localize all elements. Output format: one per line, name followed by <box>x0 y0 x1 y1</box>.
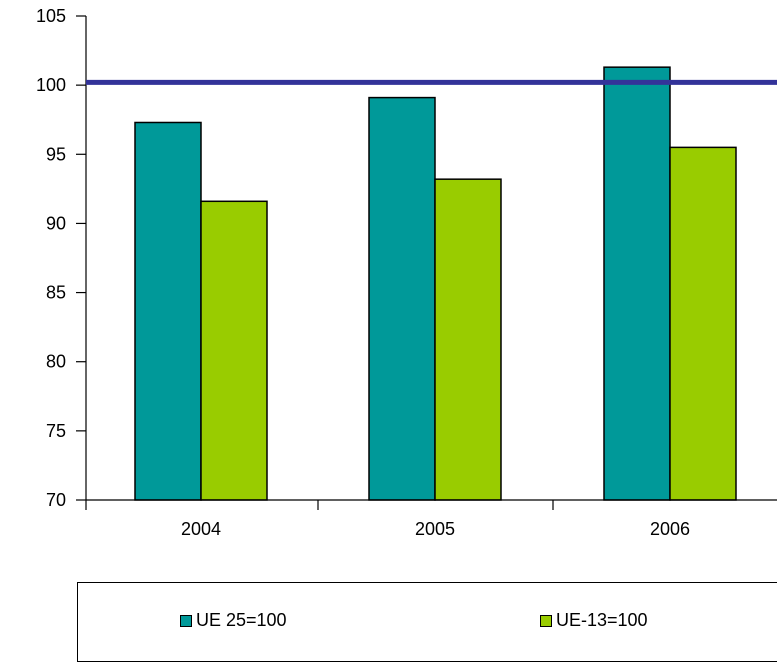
bar-2004-series-1 <box>134 121 202 501</box>
y-tick-label-90: 90 <box>46 213 66 233</box>
y-tick-label-75: 75 <box>46 421 66 441</box>
legend-swatch-ue13 <box>540 614 552 627</box>
legend-label-ue13: UE-13=100 <box>556 610 648 630</box>
bar-2005-series-2 <box>434 178 502 501</box>
bar-2004-series-2 <box>200 200 268 501</box>
bar-2006-series-1 <box>603 66 671 501</box>
x-tick-label-2006: 2006 <box>650 519 690 539</box>
x-tick-label-2004: 2004 <box>181 519 221 539</box>
y-tick-label-85: 85 <box>46 283 66 303</box>
legend-item-ue13: UE-13=100 <box>540 610 648 631</box>
legend-label-ue25: UE 25=100 <box>196 610 287 630</box>
y-tick-label-70: 70 <box>46 490 66 510</box>
y-tick-label-95: 95 <box>46 144 66 164</box>
legend: UE 25=100 UE-13=100 <box>77 582 777 662</box>
axes-layer: 70 75 80 85 90 95 100 105 2004 2005 2006 <box>36 6 777 539</box>
x-tick-label-2005: 2005 <box>415 519 455 539</box>
bar-2006-series-2 <box>669 146 737 501</box>
legend-swatch-ue25 <box>180 614 192 627</box>
bars-layer <box>134 66 737 501</box>
bar-2005-series-1 <box>368 96 436 501</box>
y-tick-label-100: 100 <box>36 75 66 95</box>
bar-chart: 70 75 80 85 90 95 100 105 2004 2005 2006 <box>36 6 777 539</box>
y-tick-label-105: 105 <box>36 6 66 26</box>
legend-item-ue25: UE 25=100 <box>180 610 287 631</box>
y-tick-label-80: 80 <box>46 352 66 372</box>
